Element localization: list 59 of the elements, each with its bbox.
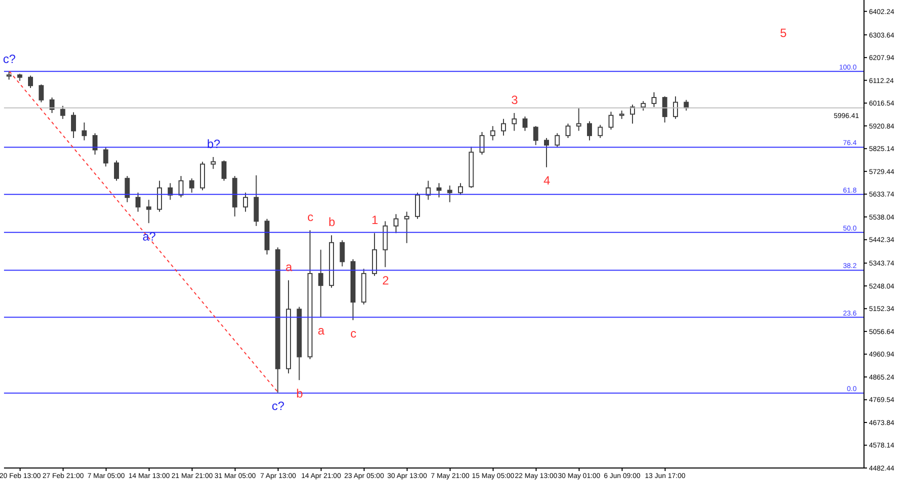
annotation: c bbox=[307, 210, 314, 224]
candlestick bbox=[178, 176, 184, 198]
candlestick bbox=[189, 178, 194, 194]
annotation: b bbox=[328, 215, 336, 230]
candlestick bbox=[544, 137, 549, 168]
candlestick bbox=[340, 240, 345, 267]
candlestick bbox=[254, 174, 259, 226]
candlestick bbox=[372, 232, 377, 276]
candlestick bbox=[82, 122, 87, 141]
annotation: 5 bbox=[780, 26, 788, 40]
candlestick bbox=[124, 176, 130, 203]
candlestick bbox=[92, 132, 98, 156]
candlestick bbox=[136, 192, 140, 212]
candlestick bbox=[554, 132, 560, 148]
annotation: a bbox=[318, 324, 325, 338]
candlestick bbox=[60, 105, 66, 120]
annotation: 4 bbox=[544, 174, 551, 188]
candlestick bbox=[318, 249, 324, 318]
annotation: 1 bbox=[372, 213, 379, 228]
candlestick bbox=[447, 185, 452, 203]
candlestick bbox=[415, 192, 420, 220]
candlestick bbox=[640, 100, 646, 112]
candlestick bbox=[157, 180, 162, 212]
candlestick bbox=[222, 160, 226, 182]
candlestick bbox=[436, 182, 442, 198]
candlestick bbox=[382, 220, 388, 268]
candlestick bbox=[50, 97, 54, 114]
candlestick bbox=[404, 211, 410, 244]
candlestick bbox=[458, 182, 463, 196]
candlestick bbox=[652, 92, 656, 108]
candlestick bbox=[587, 120, 592, 141]
candlestick bbox=[243, 192, 248, 212]
candlestick bbox=[480, 132, 484, 156]
candlestick bbox=[394, 214, 398, 234]
candlestick bbox=[566, 123, 570, 138]
candlestick bbox=[114, 160, 119, 182]
candlestick bbox=[38, 84, 44, 103]
candlestick bbox=[146, 199, 152, 224]
candlestick bbox=[103, 146, 108, 167]
annotation: c bbox=[350, 326, 356, 341]
candlestick bbox=[71, 112, 76, 138]
candlestick bbox=[608, 111, 614, 130]
candlestick bbox=[200, 161, 205, 191]
candlestick bbox=[522, 116, 528, 132]
candlestick bbox=[210, 156, 216, 170]
annotation: 2 bbox=[382, 274, 390, 288]
candlestick bbox=[673, 96, 678, 120]
annotation: c? bbox=[3, 52, 16, 66]
candlestick bbox=[490, 126, 496, 141]
annotation: 3 bbox=[511, 92, 518, 107]
candlestick bbox=[512, 112, 517, 132]
candlestick bbox=[576, 108, 582, 132]
candlestick bbox=[598, 124, 603, 138]
candlestick bbox=[533, 126, 538, 146]
annotation: c? bbox=[272, 398, 285, 413]
annotation: a? bbox=[142, 230, 156, 244]
candlestick bbox=[28, 75, 33, 89]
candlestick bbox=[501, 118, 506, 136]
candlestick bbox=[662, 96, 668, 123]
